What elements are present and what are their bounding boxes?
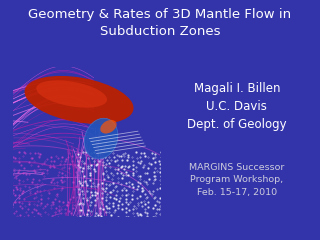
Ellipse shape <box>25 76 133 124</box>
Ellipse shape <box>84 118 118 159</box>
Ellipse shape <box>36 80 107 108</box>
Text: Magali I. Billen
U.C. Davis
Dept. of Geology: Magali I. Billen U.C. Davis Dept. of Geo… <box>187 82 287 131</box>
Ellipse shape <box>100 120 117 133</box>
Text: MARGINS Successor
Program Workshop,
Feb. 15-17, 2010: MARGINS Successor Program Workshop, Feb.… <box>189 163 284 197</box>
Text: Geometry & Rates of 3D Mantle Flow in
Subduction Zones: Geometry & Rates of 3D Mantle Flow in Su… <box>28 8 292 38</box>
